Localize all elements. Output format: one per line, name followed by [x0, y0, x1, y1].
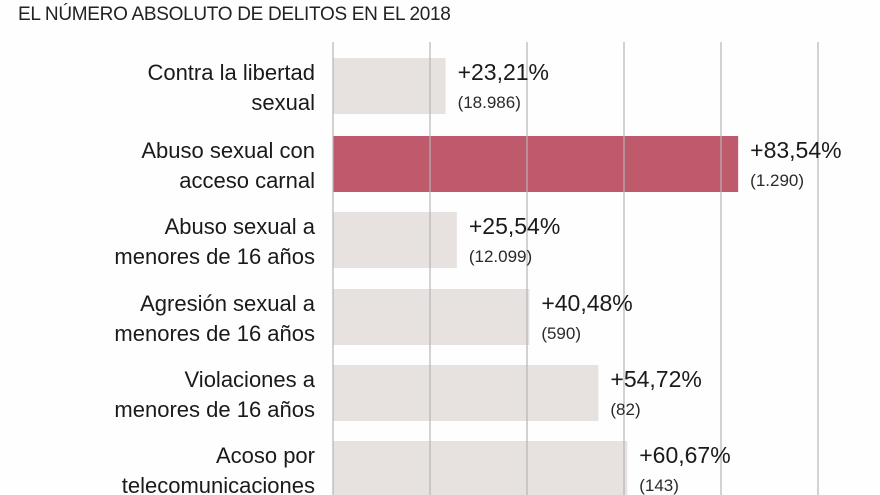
absolute-label-5: (143): [639, 476, 679, 495]
value-label-3: +40,48%: [541, 290, 632, 316]
absolute-label-2: (12.099): [469, 247, 532, 266]
value-label-5: +60,67%: [639, 442, 730, 468]
absolute-label-3: (590): [541, 324, 581, 343]
category-label-1: Abuso sexual con acceso carnal: [141, 138, 315, 193]
category-label-0: Contra la libertad sexual: [147, 60, 315, 115]
bars: [333, 58, 739, 495]
bar-1: [333, 136, 739, 192]
category-label-5: Acoso por telecomunicaciones: [122, 443, 315, 495]
value-label-1: +83,54%: [750, 137, 841, 163]
bar-5: [333, 441, 628, 495]
gridlines: [332, 42, 819, 495]
chart-subtitle: EL NÚMERO ABSOLUTO DE DELITOS EN EL 2018: [18, 4, 451, 25]
category-label-4: Violaciones a menores de 16 años: [114, 367, 315, 422]
bar-0: [333, 58, 446, 114]
value-label-0: +23,21%: [458, 59, 549, 85]
labels: Contra la libertad sexual +23,21% (18.986) A…: [114, 59, 841, 495]
absolute-label-4: (82): [610, 400, 640, 419]
bar-2: [333, 212, 457, 268]
value-label-2: +25,54%: [469, 213, 560, 239]
value-label-4: +54,72%: [610, 366, 701, 392]
bar-3: [333, 289, 530, 345]
absolute-label-0: (18.986): [458, 93, 521, 112]
absolute-label-1: (1.290): [750, 171, 804, 190]
category-label-2: Abuso sexual a menores de 16 años: [114, 214, 315, 269]
bar-4: [333, 365, 599, 421]
category-label-3: Agresión sexual a menores de 16 años: [114, 291, 315, 346]
